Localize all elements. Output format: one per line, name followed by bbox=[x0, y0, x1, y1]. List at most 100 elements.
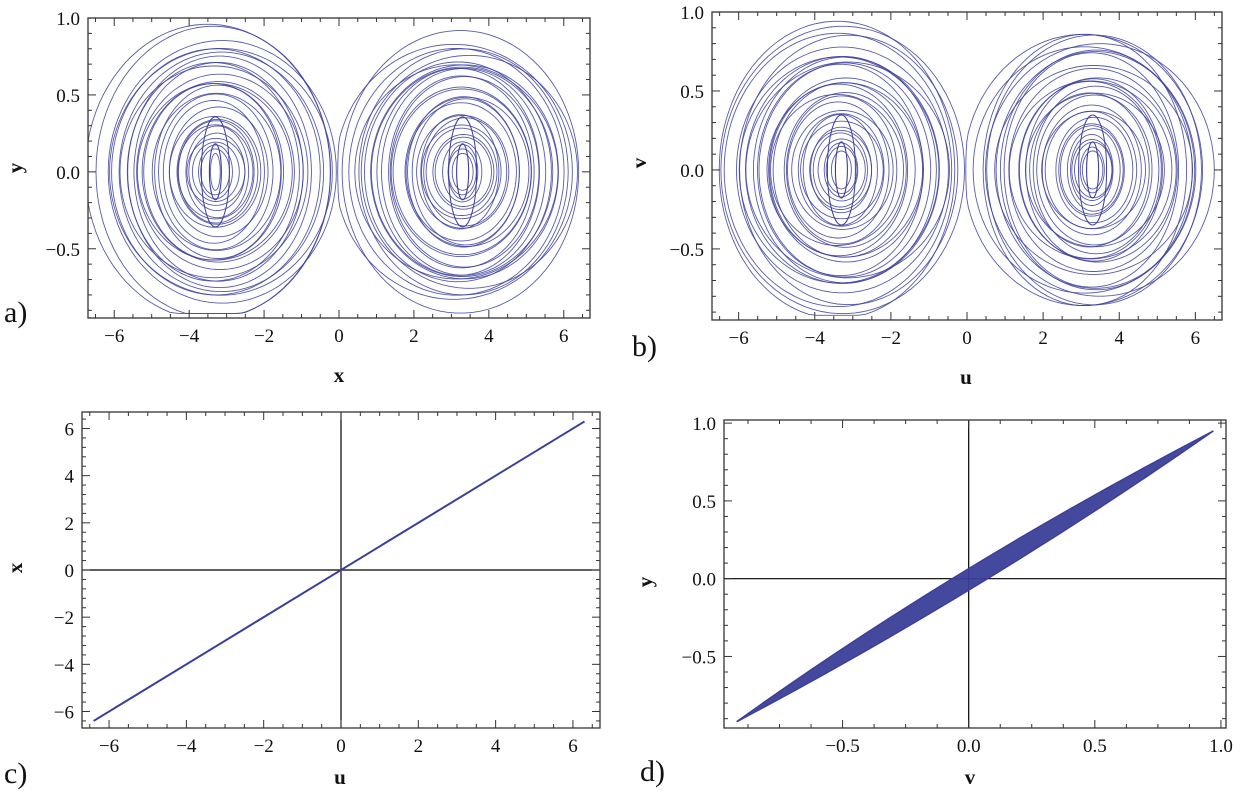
attractor-loop bbox=[141, 81, 295, 263]
attractor-loop bbox=[133, 62, 304, 282]
y-axis-title: x bbox=[3, 562, 27, 573]
attractor-loop bbox=[392, 88, 532, 256]
attractor-loop bbox=[127, 55, 312, 289]
attractor-loop bbox=[154, 84, 282, 259]
x-tick-label: 2 bbox=[1038, 328, 1048, 349]
attractor-loop bbox=[442, 141, 483, 203]
y-tick-label: 2 bbox=[65, 514, 75, 535]
x-tick-label: −0.5 bbox=[825, 736, 859, 757]
x-tick-label: 4 bbox=[1114, 328, 1124, 349]
attractor-loop bbox=[143, 83, 285, 261]
attractor-loop bbox=[772, 82, 916, 258]
plot-area-a bbox=[88, 23, 580, 314]
series-line bbox=[93, 420, 586, 722]
attractor-loop bbox=[785, 95, 898, 245]
panel-c: −6 −4 −2 0 2 4 6 −6 −4 −2 0 2 4 6 u x c) bbox=[3, 411, 601, 790]
attractor-loop bbox=[434, 136, 492, 207]
x-axis-title: v bbox=[965, 765, 976, 789]
attractor-loop bbox=[783, 92, 907, 248]
x-tick-label: 0 bbox=[334, 326, 344, 347]
y-tick-label: −0.5 bbox=[670, 240, 704, 261]
attractor-loop bbox=[720, 25, 965, 315]
attractor-loop bbox=[1074, 141, 1113, 199]
x-tick-label: 0 bbox=[336, 736, 346, 757]
attractor-loop bbox=[370, 64, 559, 280]
attractor-loop bbox=[735, 46, 949, 294]
x-tick-label: −6 bbox=[99, 736, 119, 757]
inner-orbit bbox=[1086, 141, 1100, 199]
x-axis-title: u bbox=[334, 765, 346, 789]
panel-label: b) bbox=[632, 330, 657, 363]
attractor-loop bbox=[177, 120, 255, 224]
x-axis-title: u bbox=[960, 365, 972, 389]
attractor-loop bbox=[1029, 92, 1150, 248]
attractor-loop bbox=[745, 61, 950, 279]
plot-area-d bbox=[736, 430, 1214, 723]
x-tick-label: 0 bbox=[962, 328, 972, 349]
attractor-loop bbox=[411, 98, 520, 246]
attractor-loop bbox=[825, 146, 858, 194]
attractor-loop bbox=[768, 77, 924, 263]
attractor-loop bbox=[210, 152, 221, 191]
attractor-loop bbox=[376, 67, 540, 276]
attractor-loop bbox=[1032, 85, 1160, 255]
attractor-loop bbox=[423, 117, 508, 227]
x-axis-title: x bbox=[334, 363, 345, 387]
attractor-loop bbox=[407, 96, 520, 248]
attractor-loop bbox=[1070, 133, 1114, 206]
attractor-loop bbox=[162, 100, 265, 244]
plot-area-b bbox=[718, 20, 1215, 316]
attractor-loop bbox=[158, 93, 274, 251]
attractor-loop bbox=[405, 102, 517, 242]
attractor-loop bbox=[1018, 80, 1162, 259]
attractor-loop bbox=[358, 48, 569, 296]
x-tick-label: −6 bbox=[104, 326, 124, 347]
attractor-loop bbox=[341, 30, 580, 314]
y-axis-title: y bbox=[3, 162, 27, 173]
y-tick-label: −0.5 bbox=[682, 647, 716, 668]
attractor-loop bbox=[200, 148, 231, 196]
attractor-loop bbox=[451, 152, 474, 191]
y-tick-label: 0.0 bbox=[692, 570, 716, 591]
y-tick-label: 1.0 bbox=[56, 9, 80, 30]
x-tick-label: −2 bbox=[254, 736, 274, 757]
x-tick-label: 6 bbox=[1191, 328, 1201, 349]
attractor-loop bbox=[985, 43, 1215, 297]
attractor-loop bbox=[1041, 110, 1146, 230]
x-tick-label: 0.0 bbox=[957, 736, 981, 757]
x-tick-label: −4 bbox=[805, 328, 826, 349]
attractor-loop bbox=[1081, 150, 1104, 190]
attractor-loop bbox=[119, 65, 309, 279]
y-tick-label: 0 bbox=[65, 561, 75, 582]
attractor-loop bbox=[176, 118, 259, 225]
y-axis-title: y bbox=[633, 576, 657, 587]
attractor-loop bbox=[447, 144, 479, 200]
attractor-loop bbox=[812, 132, 868, 208]
inner-orbit bbox=[456, 143, 470, 201]
synchronization-band bbox=[736, 430, 1214, 723]
y-tick-label: 0.5 bbox=[692, 492, 716, 513]
x-tick-label: 4 bbox=[491, 736, 501, 757]
attractor-loop bbox=[1055, 116, 1134, 224]
attractor-loop bbox=[111, 48, 321, 296]
attractor-loop bbox=[168, 106, 269, 238]
x-tick-label: 6 bbox=[559, 326, 569, 347]
y-tick-label: −0.5 bbox=[46, 240, 80, 261]
y-tick-label: 0.5 bbox=[56, 86, 80, 107]
attractor-loop bbox=[1066, 128, 1121, 212]
attractor-loop bbox=[1003, 52, 1180, 288]
y-tick-label: 6 bbox=[65, 420, 75, 441]
attractor-loop bbox=[388, 75, 535, 269]
attractor-loop bbox=[791, 110, 894, 230]
attractor-loop bbox=[432, 134, 495, 210]
attractor-loop bbox=[766, 82, 923, 258]
attractor-loop bbox=[389, 76, 540, 268]
x-tick-label: 6 bbox=[568, 736, 578, 757]
attractor-loop bbox=[404, 96, 530, 247]
attractor-loop bbox=[416, 115, 510, 229]
x-tick-label: 2 bbox=[414, 736, 424, 757]
attractor-loop bbox=[364, 61, 552, 283]
attractor-loop bbox=[186, 137, 246, 206]
plot-area-c bbox=[93, 420, 586, 722]
attractor-loop bbox=[109, 48, 333, 296]
